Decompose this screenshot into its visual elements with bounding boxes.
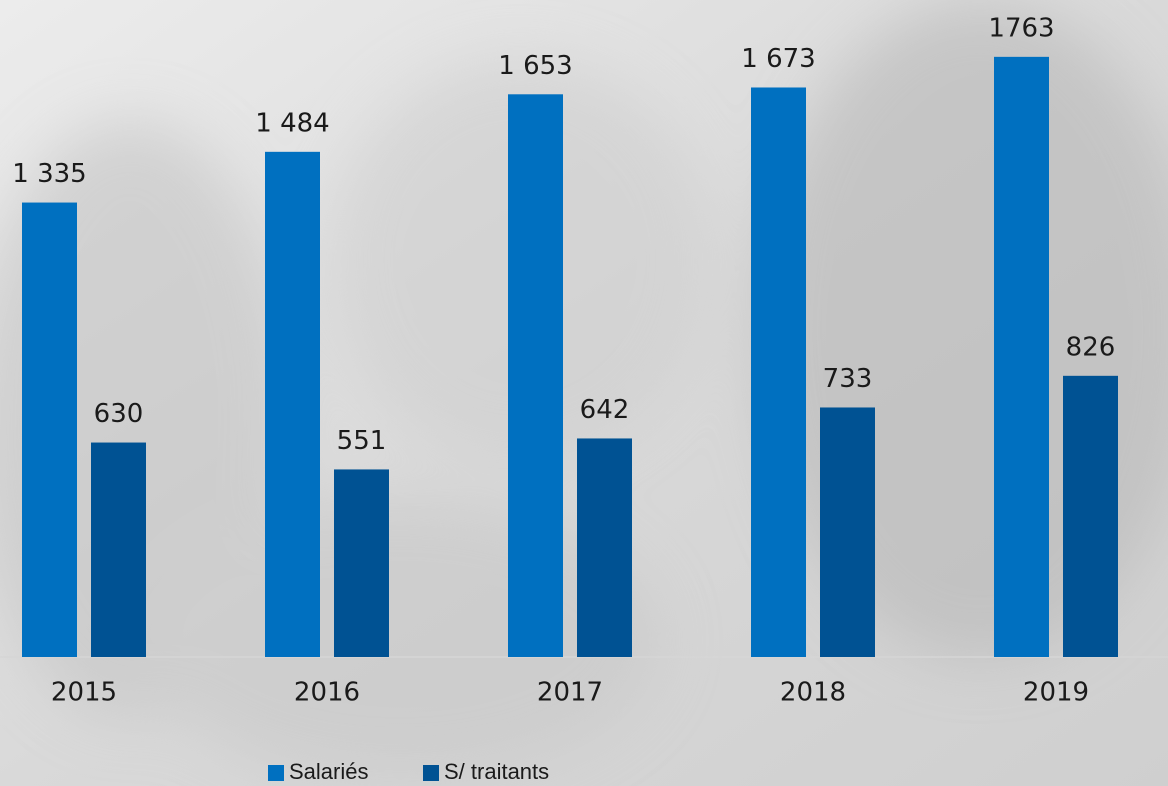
bar	[994, 56, 1049, 657]
data-label: 1 484	[255, 108, 329, 138]
data-label: 642	[580, 395, 630, 425]
x-tick-label: 2015	[51, 678, 117, 708]
legend-swatch	[423, 765, 439, 781]
bar	[91, 442, 146, 657]
bar	[508, 94, 563, 658]
bar	[1063, 375, 1118, 657]
data-label: 1 335	[12, 159, 86, 189]
data-label: 1763	[988, 13, 1054, 43]
data-label: 733	[823, 364, 873, 394]
x-tick-label: 2019	[1023, 678, 1089, 708]
data-label: 1 673	[741, 44, 815, 74]
data-label: 551	[337, 426, 387, 456]
x-tick-label: 2017	[537, 678, 603, 708]
bar	[265, 151, 320, 657]
data-label: 630	[94, 399, 144, 429]
bar	[820, 407, 875, 657]
data-label: 1 653	[498, 51, 572, 81]
data-label: 826	[1066, 332, 1116, 362]
bar	[751, 87, 806, 658]
bar	[22, 202, 77, 657]
legend-swatch	[268, 765, 284, 781]
bar	[577, 438, 632, 657]
legend-label: Salariés	[289, 759, 368, 784]
bar	[334, 469, 389, 657]
x-tick-label: 2016	[294, 678, 360, 708]
x-tick-label: 2018	[780, 678, 846, 708]
legend-label: S/ traitants	[444, 759, 549, 784]
